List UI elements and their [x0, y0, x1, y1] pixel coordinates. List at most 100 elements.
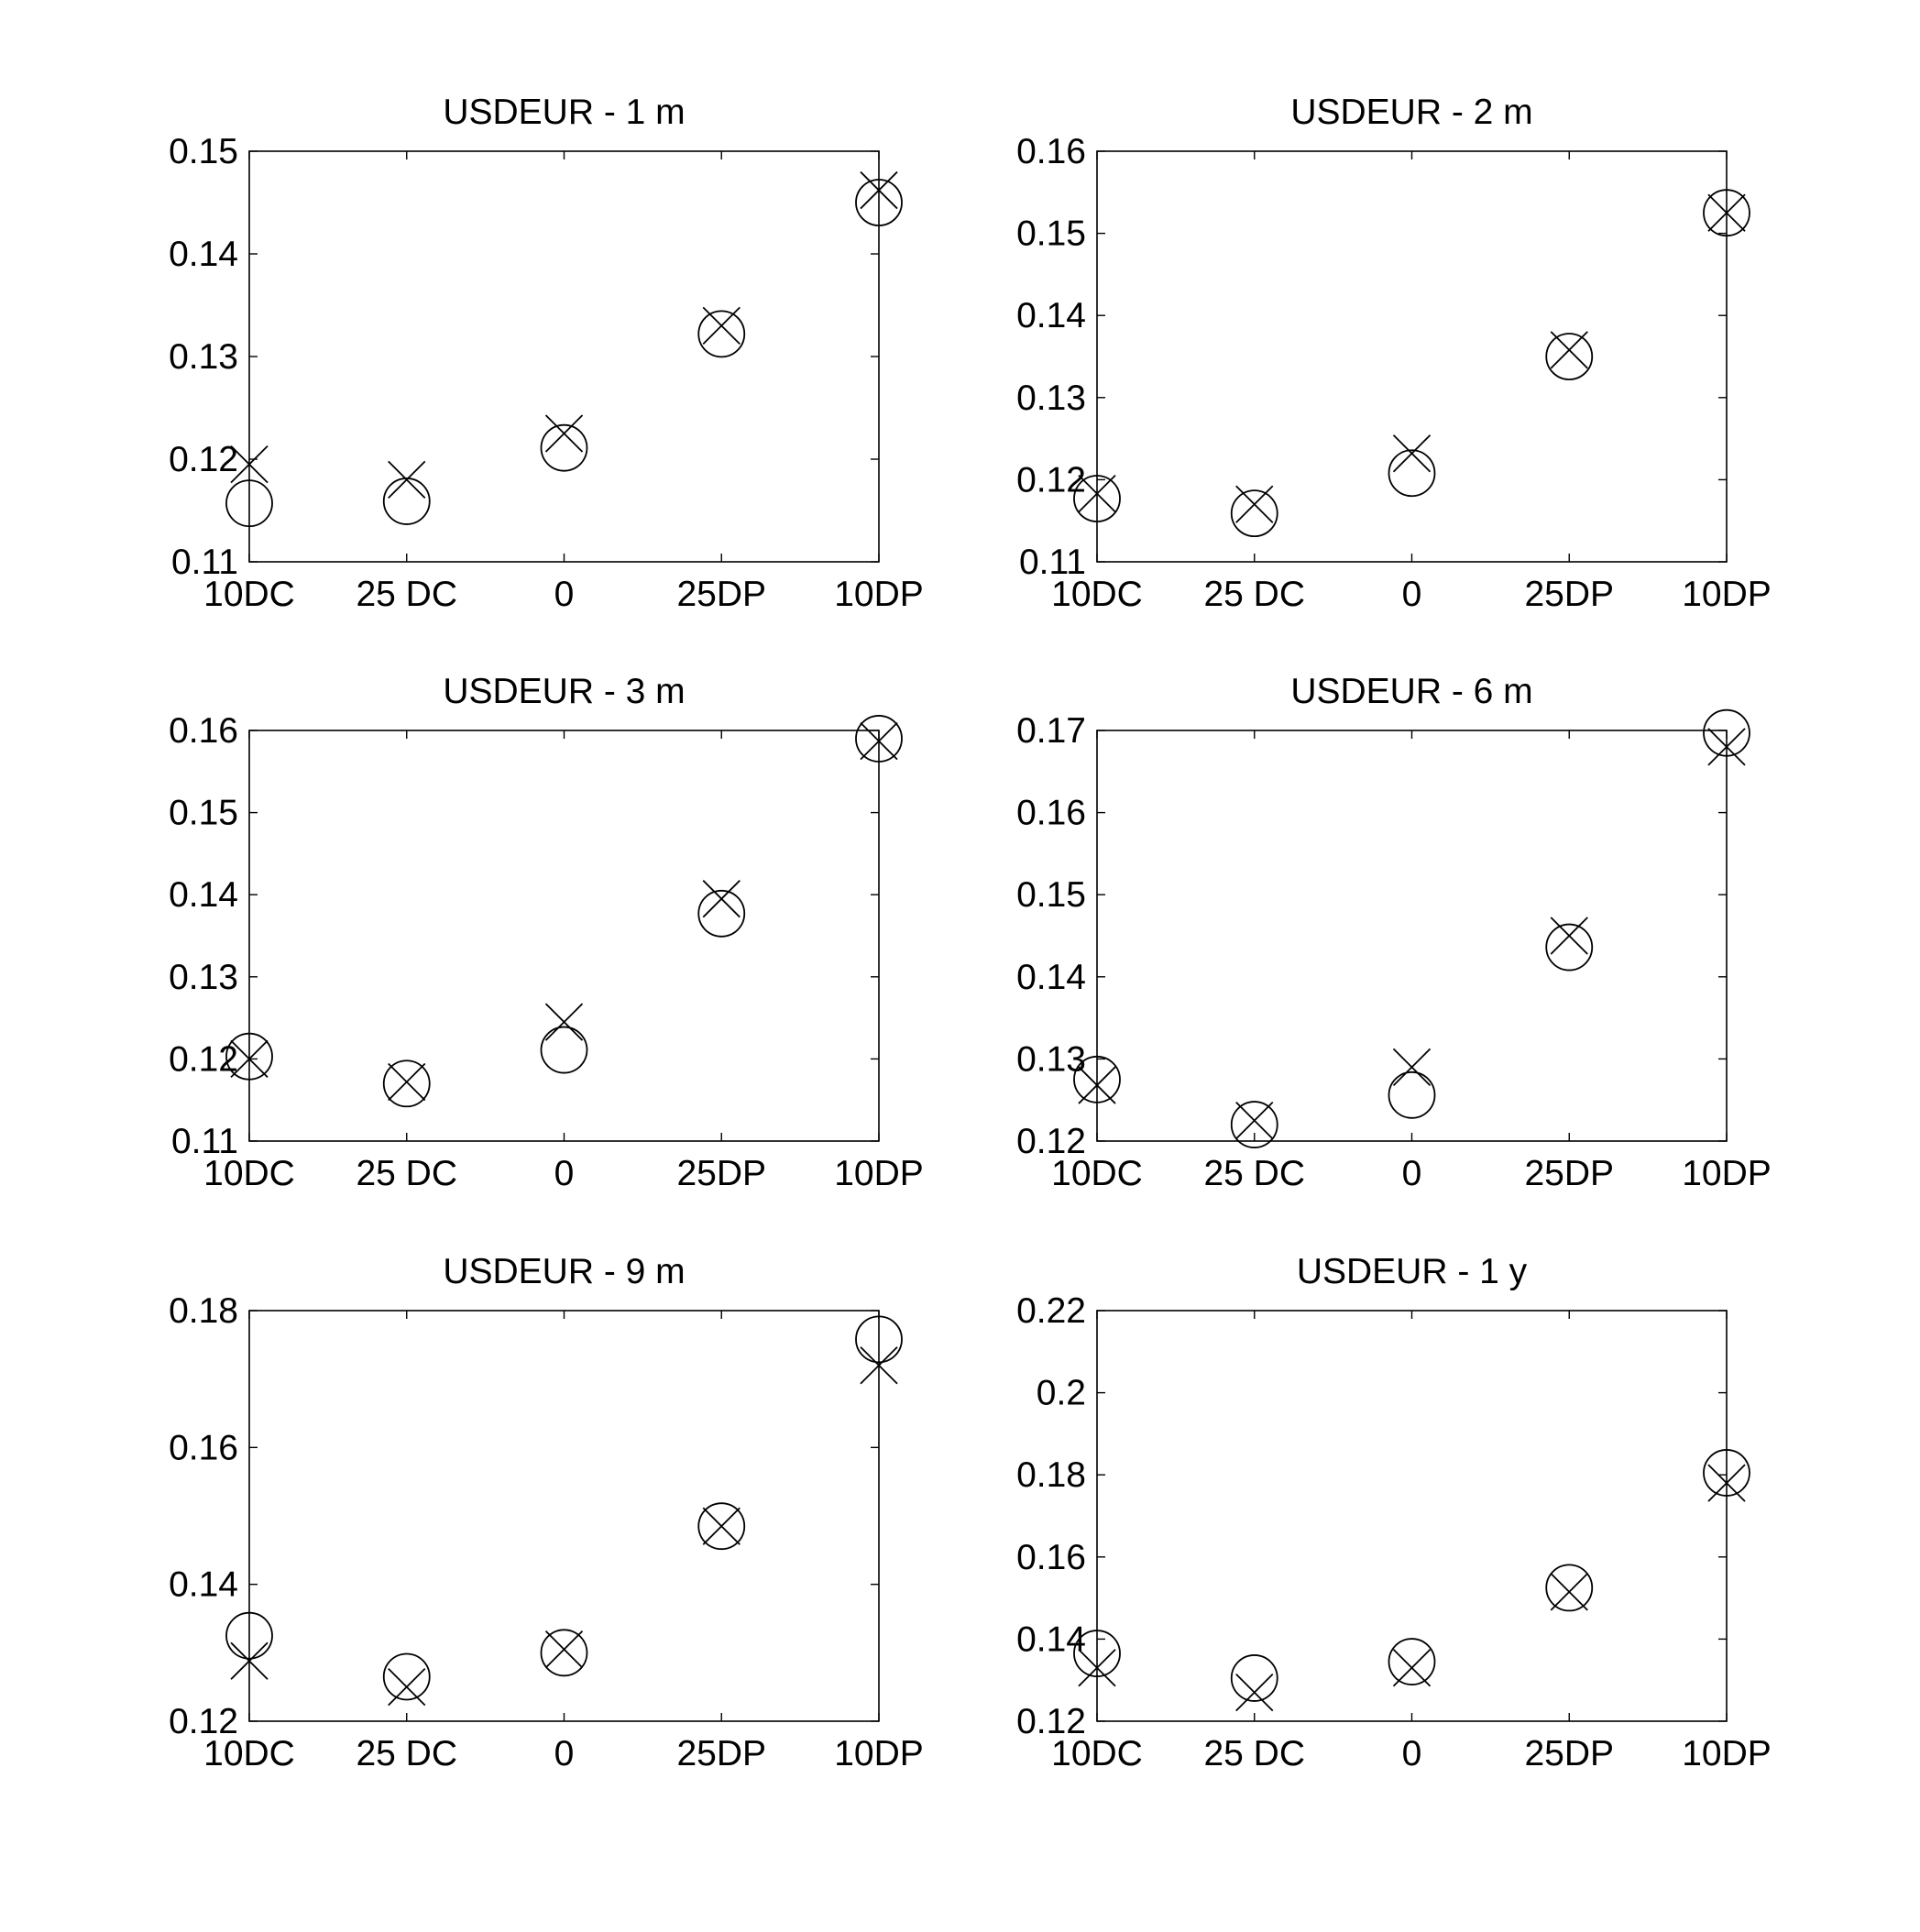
x-tick-label: 10DC: [203, 575, 295, 614]
series-circle: [225, 715, 903, 1108]
cross-stroke: [388, 1062, 426, 1102]
cross-stroke: [1078, 1066, 1116, 1104]
data-point-cross: [1392, 434, 1432, 473]
cross-stroke: [388, 460, 426, 499]
y-tick-label: 0.22: [1016, 1291, 1086, 1331]
data-point-circle: [1545, 1564, 1594, 1612]
data-point-circle: [1703, 189, 1750, 237]
series-circle: [225, 179, 903, 528]
cross-stroke: [860, 1346, 898, 1385]
x-tick-label: 10DP: [834, 1154, 924, 1193]
cross-stroke: [1078, 474, 1116, 513]
y-tick-label: 0.18: [169, 1291, 238, 1331]
y-tick-label: 0.11: [171, 1122, 238, 1161]
data-point-cross: [230, 445, 269, 484]
y-tick-label: 0.12: [169, 440, 238, 479]
x-tick-label: 25DP: [1524, 575, 1614, 614]
x-tick-label: 25DP: [1524, 1154, 1614, 1193]
data-point-cross: [1550, 1573, 1588, 1611]
cross-stroke: [702, 1507, 741, 1545]
x-tick-label: 10DC: [1051, 1154, 1143, 1193]
data-point-circle: [1388, 1070, 1436, 1119]
data-point-cross: [388, 460, 426, 499]
subplot-1: USDEUR - 1 m 0.11 0.12 0.13 0.14 0.15 10DC 25 D…: [169, 93, 924, 614]
x-tick-label: 10DP: [834, 575, 924, 614]
x-tick-label: 10DC: [203, 1734, 295, 1773]
data-point-circle: [1073, 475, 1121, 522]
y-tick-label: 0.14: [1016, 958, 1086, 997]
x-tick-label: 25DP: [676, 1734, 766, 1773]
x-tick-label: 25 DC: [1203, 1734, 1305, 1773]
y-tick-label: 0.14: [169, 875, 238, 915]
data-point-cross: [1707, 1464, 1746, 1502]
x-tick-label: 25DP: [676, 575, 766, 614]
subplot-3: USDEUR - 3 m 0.11 0.12 0.13 0.14 0.15 0.16 10DC…: [169, 672, 924, 1193]
data-point-circle: [1230, 489, 1278, 538]
series-x-cross: [1078, 1464, 1746, 1712]
series-x-cross: [230, 170, 898, 499]
x-tick-label: 10DC: [1051, 575, 1143, 614]
data-point-cross: [1550, 331, 1588, 369]
y-tick-label: 0.13: [169, 958, 238, 997]
cross-stroke: [1392, 434, 1432, 473]
data-point-cross: [1078, 1066, 1116, 1104]
y-tick-label: 0.16: [169, 711, 238, 751]
data-point-circle: [382, 1652, 431, 1701]
subplot-2: USDEUR - 2 m 0.11 0.12 0.13 0.14 0.15 0.16 10DC…: [1016, 93, 1772, 614]
y-tick-label: 0.15: [169, 794, 238, 833]
y-tick-label: 0.14: [1016, 1619, 1086, 1659]
cross-stroke: [1550, 917, 1588, 955]
data-point-cross: [1392, 1649, 1432, 1687]
data-point-cross: [1235, 1674, 1274, 1712]
data-point-circle: [1545, 923, 1594, 971]
chart-title: USDEUR - 3 m: [443, 672, 685, 711]
data-point-cross: [702, 880, 741, 918]
x-tick-label: 10DP: [834, 1734, 924, 1773]
x-tick-label: 25 DC: [356, 1734, 457, 1773]
x-tick-label: 25DP: [1524, 1734, 1614, 1773]
data-point-circle: [1388, 1638, 1436, 1685]
cross-stroke: [544, 414, 584, 453]
x-tick-label: 10DP: [1682, 1154, 1772, 1193]
y-tick-label: 0.11: [171, 543, 238, 582]
cross-stroke: [544, 1003, 584, 1041]
data-point-cross: [1078, 474, 1116, 513]
data-point-cross: [388, 1062, 426, 1102]
y-tick-label: 0.17: [1016, 711, 1086, 751]
data-point-cross: [544, 1003, 584, 1041]
data-point-circle: [1388, 449, 1436, 498]
subplot-4: USDEUR - 6 m0.120.130.140.150.160.1710DC…: [1016, 672, 1772, 1193]
series-circle: [1073, 189, 1750, 538]
x-tick-label: 0: [554, 1154, 575, 1193]
data-point-cross: [1707, 193, 1746, 232]
data-point-cross: [1392, 1048, 1432, 1086]
series-x-cross: [230, 1346, 898, 1707]
x-tick-label: 10DP: [1682, 575, 1772, 614]
cross-stroke: [1078, 1649, 1116, 1687]
data-point-circle: [697, 889, 746, 938]
cross-stroke: [860, 170, 898, 210]
data-point-circle: [382, 478, 431, 525]
data-point-cross: [1707, 728, 1746, 766]
x-tick-label: 25 DC: [1203, 1154, 1305, 1193]
y-tick-label: 0.13: [1016, 379, 1086, 418]
series-circle: [1073, 708, 1750, 1148]
data-point-cross: [1235, 1101, 1274, 1140]
chart-title: USDEUR - 9 m: [443, 1252, 685, 1291]
data-point-circle: [1703, 708, 1750, 757]
cross-stroke: [860, 722, 898, 761]
cross-stroke: [1235, 485, 1274, 523]
y-tick-label: 0.12: [1016, 1122, 1086, 1161]
cross-stroke: [230, 1039, 269, 1079]
data-point-circle: [1703, 1449, 1750, 1497]
y-tick-label: 0.2: [1037, 1374, 1086, 1413]
data-point-cross: [1235, 485, 1274, 523]
y-tick-label: 0.14: [1016, 296, 1086, 335]
x-tick-label: 10DC: [203, 1154, 295, 1193]
chart-title: USDEUR - 1 y: [1297, 1252, 1528, 1291]
data-point-circle: [697, 1502, 746, 1551]
data-point-circle: [855, 715, 903, 763]
cross-stroke: [1235, 1101, 1274, 1140]
chart-title: USDEUR - 6 m: [1290, 672, 1532, 711]
